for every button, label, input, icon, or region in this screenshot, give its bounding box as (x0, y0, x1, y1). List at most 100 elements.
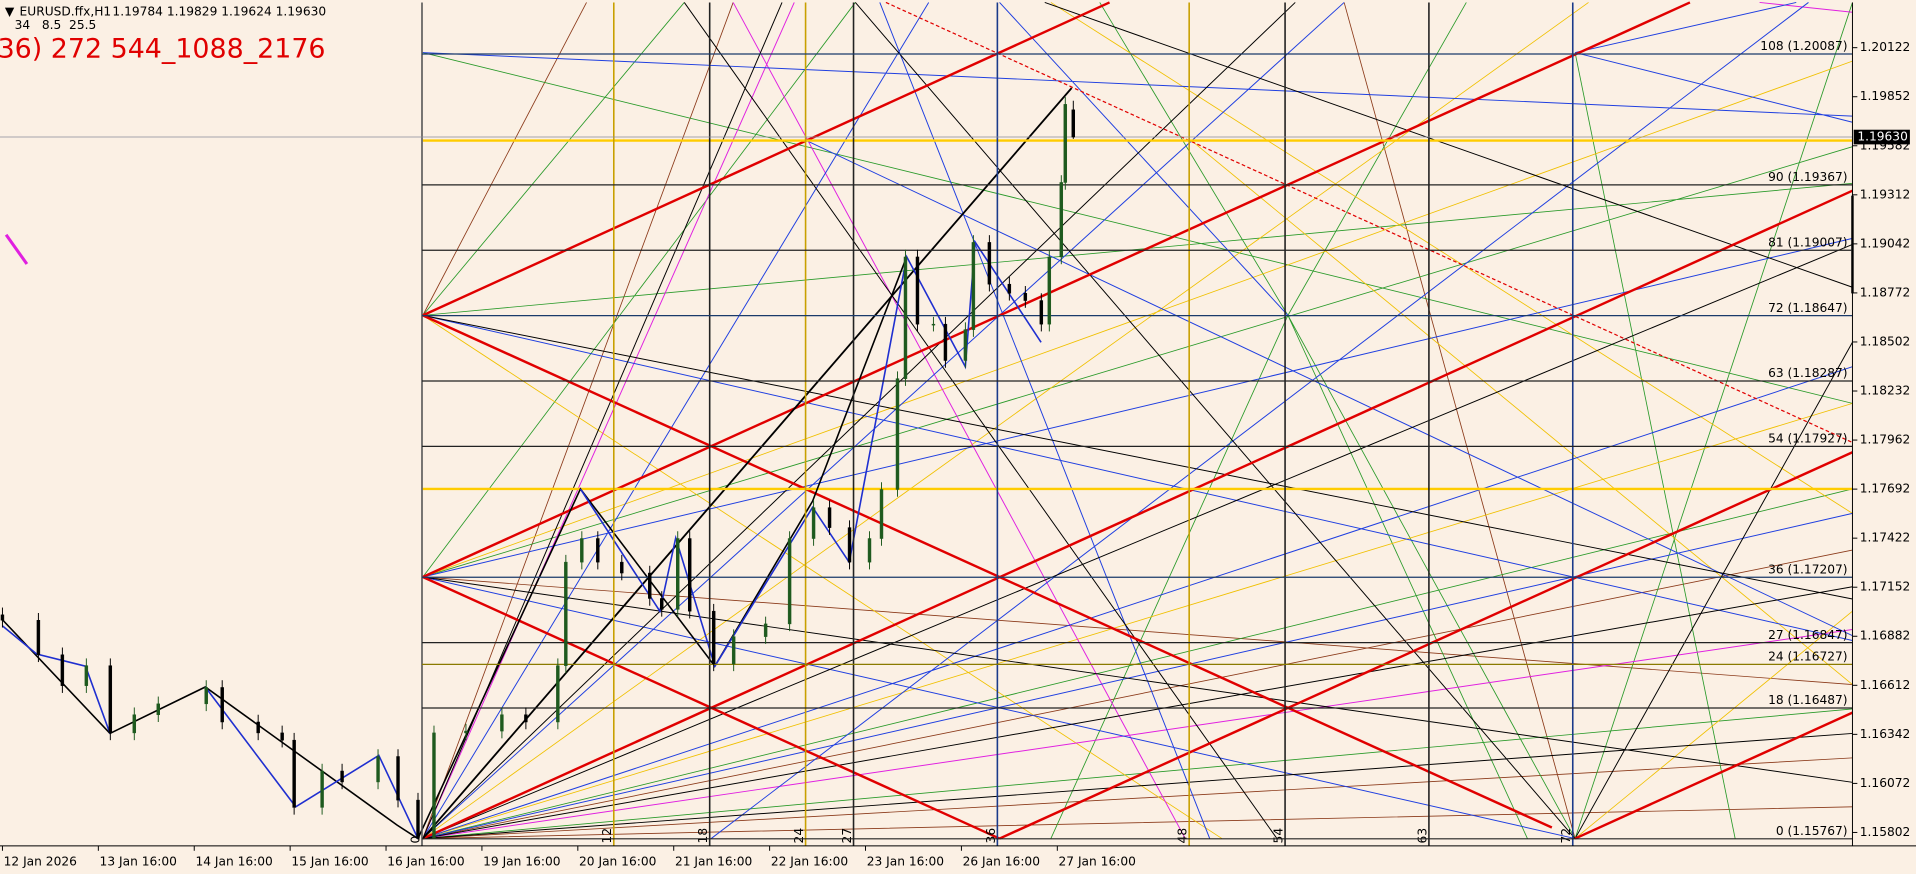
candle-body (811, 507, 816, 539)
candle-body (132, 714, 137, 734)
marker-magenta (4, 233, 29, 265)
gann-level-label: 18 (1.16487) (1768, 693, 1847, 707)
x-tick-label: 13 Jan 16:00 (100, 854, 177, 868)
x-tick-label: 23 Jan 16:00 (867, 854, 944, 868)
y-tick-label: 1.18232 (1860, 384, 1911, 398)
ohlc: 1.19784 1.19829 1.19624 1.19630 (112, 5, 326, 19)
candle-body (687, 538, 692, 612)
candle-body (903, 256, 908, 379)
candle-body (731, 636, 736, 665)
candle-body (376, 756, 380, 783)
candle-body (1047, 256, 1052, 325)
candle-body (1007, 283, 1012, 294)
candle-body (787, 538, 792, 625)
y-tick-label: 1.19852 (1860, 89, 1911, 103)
x-tick-label: 19 Jan 16:00 (483, 854, 560, 868)
gann-level-label: 0 (1.15767) (1776, 824, 1848, 838)
y-tick-label: 1.15802 (1860, 825, 1911, 839)
candle-body (524, 714, 528, 723)
y-tick-label: 1.17152 (1860, 580, 1911, 594)
x-tick-label: 27 Jan 16:00 (1059, 854, 1136, 868)
candle-body (0, 614, 5, 621)
candle-body (156, 703, 160, 715)
candle-body (660, 598, 664, 610)
x-tick-label: 16 Jan 16:00 (387, 854, 464, 868)
candle-body (1071, 109, 1076, 138)
candle-body (827, 507, 832, 528)
current-price-label: 1.19630 (1857, 130, 1908, 144)
gann-time-label: 24 (792, 828, 806, 844)
candle-body (915, 256, 920, 325)
candle-body (256, 721, 260, 734)
candle-body (396, 756, 400, 801)
candle-body (204, 687, 208, 705)
candle-body (943, 323, 948, 361)
candle-body (580, 538, 584, 563)
candle-body (1023, 293, 1028, 301)
candle-body (500, 714, 504, 732)
gann-time-label: 27 (840, 828, 854, 844)
candle-body (60, 654, 65, 686)
candle-body (963, 329, 968, 361)
fan-black (422, 1, 1853, 840)
candle-body (987, 242, 992, 285)
candle-body (879, 489, 884, 539)
candle-body (763, 623, 768, 637)
x-tick-label: 22 Jan 16:00 (771, 854, 848, 868)
gann-level-label: 36 (1.17207) (1768, 562, 1847, 576)
menu-triangle[interactable]: ▼ (5, 5, 15, 19)
candle-body (320, 770, 324, 808)
candle-body (676, 538, 680, 610)
candle-body (971, 242, 976, 330)
candle-body (280, 732, 284, 741)
y-tick-label: 1.19042 (1860, 236, 1911, 250)
gann-level-label: 81 (1.19007) (1768, 235, 1847, 249)
candle-body (464, 730, 468, 734)
candle-body (108, 665, 113, 734)
candle-body (1059, 182, 1064, 258)
candle-body (711, 610, 716, 665)
candle-body (596, 538, 600, 563)
indicator-note: 36) 272 544_1088_2176 (0, 34, 326, 65)
candle-body (931, 323, 936, 326)
y-tick-label: 1.18772 (1860, 285, 1911, 299)
candle-body (340, 770, 344, 783)
y-tick-label: 1.16882 (1860, 629, 1911, 643)
candle-body (556, 665, 560, 723)
gann-time-label: 48 (1176, 828, 1190, 844)
gann-time-label: 54 (1271, 828, 1285, 844)
x-tick-label: 20 Jan 16:00 (579, 854, 656, 868)
y-tick-label: 1.18502 (1860, 334, 1911, 348)
candle-body (895, 378, 900, 490)
gann-time-label: 0 (408, 836, 422, 844)
indicator-params: 34 8.5 25.5 (15, 18, 97, 32)
x-tick-label: 21 Jan 16:00 (675, 854, 752, 868)
gann-time-label: 12 (600, 828, 614, 844)
gann-time-label: 36 (984, 828, 998, 844)
candle-body (432, 732, 436, 839)
x-tick-label: 14 Jan 16:00 (195, 854, 272, 868)
candle-body (564, 561, 568, 666)
candle-body (36, 620, 41, 656)
current-price-box (1853, 129, 1910, 145)
x-tick-label: 12 Jan 2026 (4, 854, 77, 868)
candle-body (84, 665, 89, 686)
gann-time-label: 72 (1559, 828, 1573, 844)
fan-blue (422, 1, 1853, 840)
y-tick-label: 1.17422 (1860, 531, 1911, 545)
gann-level-label: 63 (1.18287) (1768, 366, 1847, 380)
y-tick-label: 1.17962 (1860, 433, 1911, 447)
symbol: EURUSD.ffx,H1 (20, 5, 112, 19)
gann-yellow-midlines (422, 139, 1853, 491)
y-tick-label: 1.20122 (1860, 40, 1911, 54)
gann-drawings (1, 1, 1854, 840)
y-tick-label: 1.19312 (1860, 187, 1911, 201)
gann-level-label: 27 (1.16847) (1768, 628, 1847, 642)
gann-level-label: 90 (1.19367) (1768, 170, 1847, 184)
gann-time-label: 18 (696, 828, 710, 844)
candle-body (867, 538, 872, 563)
candle-body (1063, 104, 1068, 183)
y-tick-label: 1.17692 (1860, 482, 1911, 496)
